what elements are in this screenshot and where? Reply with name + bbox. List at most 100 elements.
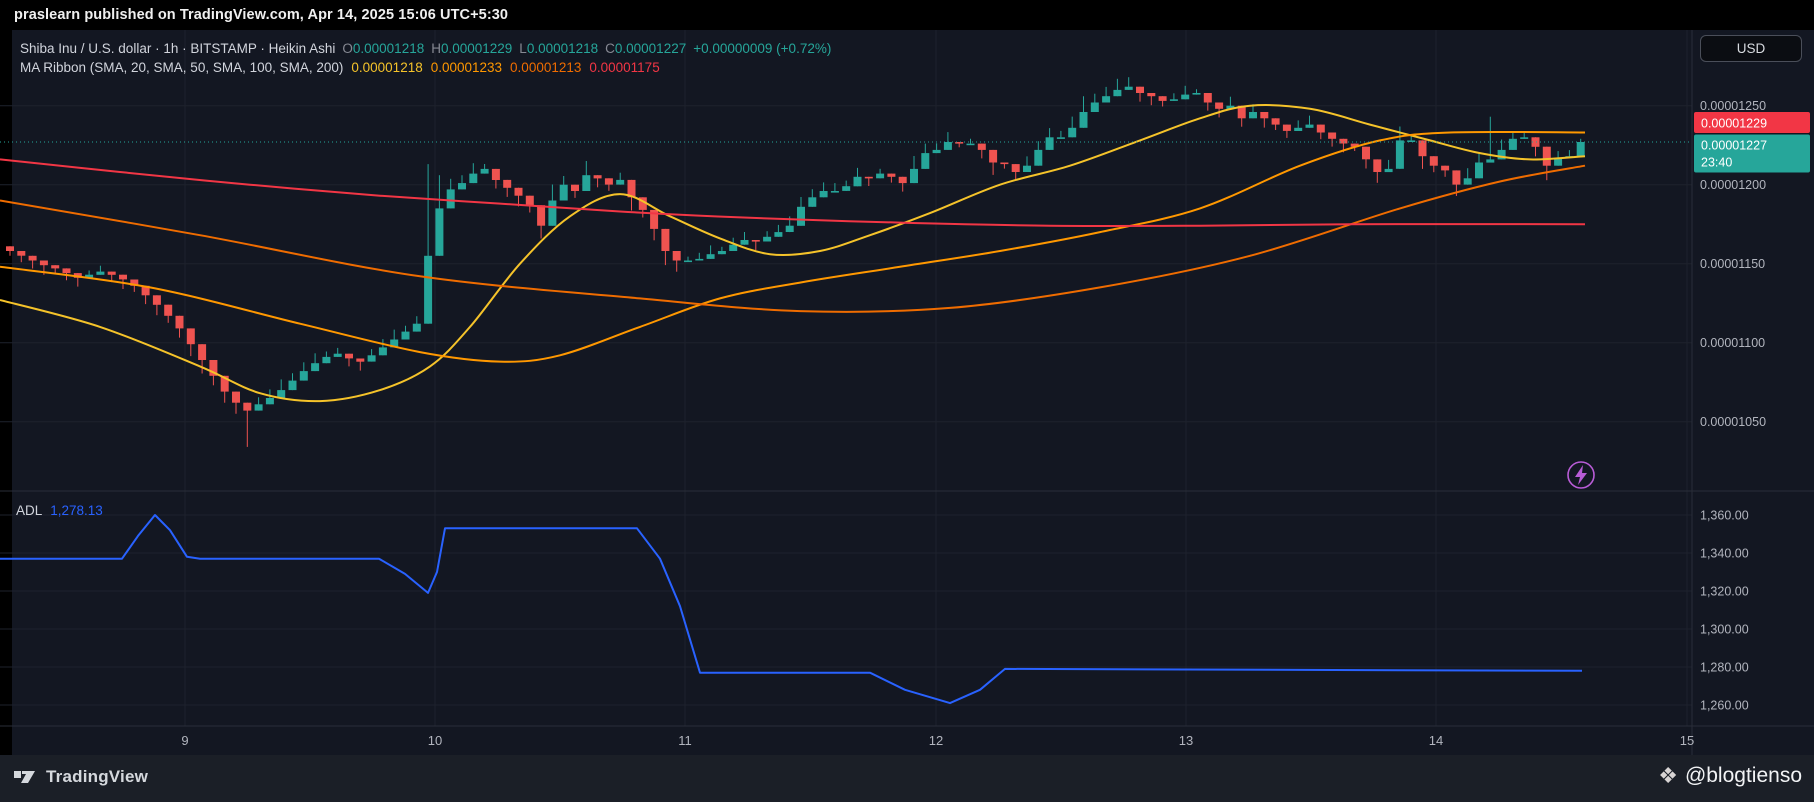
svg-text:0.00001150: 0.00001150 (1700, 257, 1765, 271)
candle (842, 186, 851, 191)
candle (1576, 142, 1585, 157)
price-badges: 0.00001229 0.00001227 23:40 (1694, 112, 1810, 173)
candle (514, 187, 523, 196)
candle (672, 251, 681, 261)
candle (1090, 102, 1099, 112)
candle (28, 255, 37, 261)
candle (1418, 140, 1427, 157)
candle (1079, 112, 1088, 128)
sma-line-sma20 (0, 104, 1586, 403)
candle (876, 173, 885, 179)
currency-toggle-button[interactable]: USD (1700, 35, 1802, 62)
candle (1350, 143, 1359, 147)
candle (356, 358, 365, 362)
sma200-value: 0.00001175 (589, 60, 660, 75)
candle (503, 179, 512, 188)
time-axis[interactable]: 9 10 11 12 13 14 15 (181, 733, 1694, 748)
svg-text:13: 13 (1179, 733, 1193, 748)
candle (785, 225, 794, 232)
candle (480, 168, 489, 174)
tradingview-brand-label: TradingView (46, 767, 149, 786)
candle (1045, 137, 1054, 150)
adl-line (0, 514, 1583, 705)
chart-canvas[interactable]: 0.00001250 0.00001200 0.00001150 0.00001100… (0, 30, 1814, 755)
candle (424, 255, 433, 324)
candle (943, 142, 952, 150)
candle (322, 356, 331, 364)
candle (119, 274, 127, 280)
candle (390, 339, 399, 348)
candle (1000, 162, 1009, 165)
candle (412, 323, 421, 332)
chart-legend: Shiba Inu / U.S. dollar · 1h · BITSTAMP … (20, 40, 831, 78)
svg-text:0.00001200: 0.00001200 (1700, 178, 1766, 192)
candle (1554, 157, 1563, 166)
candle (1102, 96, 1111, 103)
close-label: C (605, 41, 615, 56)
candle (706, 254, 715, 259)
candle (175, 315, 184, 329)
ma-ribbon-title[interactable]: MA Ribbon (SMA, 20, SMA, 50, SMA, 100, S… (20, 60, 344, 75)
tradingview-brand-link[interactable]: TradingView (14, 766, 148, 788)
candle (774, 232, 783, 237)
candle (311, 363, 320, 372)
candle (1023, 165, 1031, 172)
candle (593, 175, 602, 179)
candle (537, 205, 546, 226)
candle (1147, 93, 1156, 97)
candle (446, 189, 455, 209)
candle (1531, 137, 1540, 147)
candle (220, 375, 229, 392)
candle (627, 179, 636, 198)
adl-indicator-name[interactable]: ADL (16, 503, 43, 518)
candle (887, 173, 896, 177)
price-axis[interactable]: 0.00001250 0.00001200 0.00001150 0.00001100… (1700, 99, 1766, 712)
sma20-value: 0.00001218 (351, 60, 423, 75)
svg-text:12: 12 (929, 733, 943, 748)
candle (1260, 112, 1269, 119)
lightning-icon[interactable] (1567, 461, 1595, 489)
candle (107, 271, 116, 275)
svg-text:15: 15 (1680, 733, 1694, 748)
candle (1407, 140, 1416, 142)
candle (1486, 159, 1495, 163)
candle (1068, 127, 1077, 138)
adl-indicator-value: 1,278.13 (50, 503, 103, 518)
candle (582, 175, 591, 191)
svg-text:11: 11 (678, 733, 692, 748)
candle (1113, 89, 1122, 97)
heikin-ashi-candles (6, 77, 1585, 447)
candle (740, 240, 749, 245)
candle (1463, 178, 1472, 185)
svg-text:14: 14 (1429, 733, 1443, 748)
candle (1215, 102, 1224, 109)
candle (1124, 86, 1133, 90)
candle (6, 246, 14, 251)
candle (1520, 137, 1529, 139)
candle (1181, 94, 1190, 100)
candle (1282, 124, 1291, 131)
candle (864, 176, 873, 179)
candle (763, 236, 772, 242)
candle (661, 228, 670, 251)
candle (751, 240, 760, 242)
svg-text:0.00001229: 0.00001229 (1701, 117, 1767, 131)
candle (1508, 138, 1517, 150)
candle (650, 209, 659, 229)
candle (458, 183, 466, 190)
candle (955, 142, 964, 144)
svg-text:0.00001227: 0.00001227 (1701, 139, 1767, 153)
candle (695, 258, 704, 261)
candle (921, 153, 930, 169)
candle (1056, 137, 1065, 139)
candle (1316, 124, 1325, 133)
candle (62, 268, 71, 274)
candle (491, 168, 500, 180)
candle (989, 149, 998, 163)
candle (141, 285, 150, 296)
symbol-title[interactable]: Shiba Inu / U.S. dollar · 1h · BITSTAMP … (20, 41, 336, 56)
candle (1237, 105, 1246, 119)
candle (1158, 96, 1167, 101)
candle (830, 191, 839, 193)
candle (1373, 159, 1382, 172)
